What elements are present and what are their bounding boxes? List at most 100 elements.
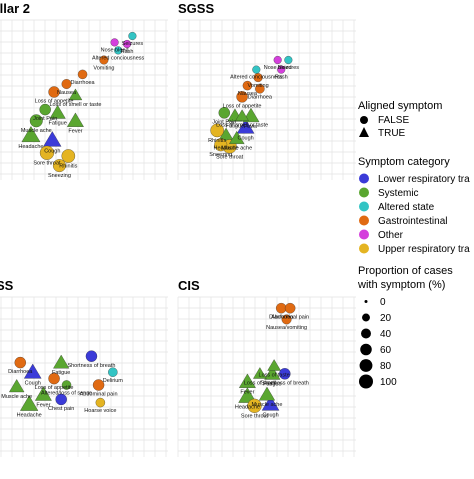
legend-category-label: Gastrointestinal: [378, 216, 447, 227]
point-headache: [21, 126, 41, 142]
legend-aligned-label: TRUE: [378, 128, 406, 139]
point-cough: [23, 363, 42, 379]
point-label: Loss of appetite: [35, 385, 74, 391]
panel-title: illar 2: [0, 1, 30, 16]
legend-aligned-label: FALSE: [378, 115, 409, 126]
point-label: Diarrhoea: [269, 314, 294, 320]
point-label: Fatigue: [48, 120, 66, 126]
point-label: Shortness of breath: [67, 363, 115, 369]
point-diarrhoea: [14, 356, 26, 369]
point-nausea: [61, 79, 72, 89]
point-label: Shortness of breath: [261, 380, 309, 386]
legend-category-label: Altered state: [378, 202, 435, 213]
legend-swatch: [359, 215, 369, 226]
point-diarrhoea: [255, 84, 265, 94]
point-muscle-ache: [9, 379, 25, 393]
point-altered-conciousness: [114, 46, 123, 55]
point-label: Loss of smell or taste: [216, 123, 268, 129]
legend-size-dot: [359, 374, 373, 389]
point-label: Vomiting: [93, 65, 114, 71]
legend-size-label: 80: [380, 361, 392, 372]
point-label: Cough: [238, 135, 254, 141]
point-abdominal-pain: [92, 379, 105, 391]
legend-size-dot: [361, 328, 371, 339]
legend-circle-icon: [360, 116, 368, 124]
point-label: Rash: [121, 49, 134, 55]
point-label: Joint Pain: [33, 116, 57, 122]
legend: Aligned symptom FALSE TRUE Symptom category…: [357, 100, 470, 389]
point-label: Seizures: [122, 41, 144, 47]
point-altered-conciousness: [252, 65, 261, 74]
point-label: Delirium: [103, 378, 124, 384]
legend-size-dot: [364, 300, 368, 303]
point-label: Chest pain: [48, 406, 74, 412]
point-cough: [43, 131, 62, 147]
legend-size-label: 60: [380, 345, 392, 356]
point-muscle-ache: [258, 386, 276, 401]
point-shortness-of-breath: [279, 368, 291, 380]
point-fatigue: [53, 354, 70, 369]
point-fatigue: [49, 104, 66, 119]
point-loss-of-smell-or-taste: [68, 88, 83, 101]
point-label: Muscle ache: [21, 128, 52, 134]
legend-size-label: 20: [380, 313, 392, 324]
point-loss-of-appetite: [236, 91, 248, 103]
point-label: Cough: [44, 149, 60, 155]
point-joint-pain: [218, 107, 230, 119]
point-label: Fever: [68, 129, 82, 135]
point-diarrhoea: [275, 302, 287, 314]
point-label: Seizures: [278, 65, 300, 71]
point-sore-throat: [247, 398, 262, 413]
point-nausea-vomiting: [281, 314, 292, 325]
point-diarrhoea: [77, 69, 88, 80]
point-label: Muscle ache: [252, 402, 283, 408]
point-fever: [66, 112, 84, 127]
point-label: Nose bleed: [101, 47, 129, 53]
point-label: Abdominal pain: [80, 392, 118, 398]
point-label: Headache: [17, 413, 42, 419]
point-muscle-ache: [229, 130, 245, 144]
point-chest-pain: [55, 393, 67, 406]
legend-swatch: [359, 173, 369, 184]
legend-size-dot: [360, 343, 372, 356]
point-nose-bleed: [110, 38, 119, 47]
point-label: Fatigue: [263, 381, 281, 387]
point-label: Headache: [235, 405, 260, 411]
point-label: Sore throat: [33, 161, 61, 167]
point-seizures: [128, 31, 137, 41]
legend-triangle-icon: [359, 127, 369, 137]
point-loss-of-taste: [267, 359, 281, 371]
point-label: Sore throat: [241, 414, 269, 420]
point-label: Headache: [214, 146, 239, 152]
point-abdominal-pain: [284, 302, 296, 314]
legend-size-label: 100: [380, 377, 397, 388]
point-label: Muscle ache: [1, 394, 32, 400]
point-nose-bleed: [273, 55, 282, 65]
point-label: Loss of appetite: [35, 99, 74, 105]
point-label: Headache: [18, 144, 43, 150]
point-fatigue: [264, 365, 281, 380]
point-label: Altered/loss of sense: [41, 391, 92, 397]
point-vomiting: [253, 73, 263, 83]
legend-swatch: [359, 243, 369, 254]
point-loss-of-smell: [253, 367, 267, 379]
legend-swatch: [359, 187, 369, 198]
point-rhinitis: [61, 149, 76, 163]
point-label: Abdominal pain: [271, 314, 309, 320]
point-loss-of-appetite: [48, 372, 60, 385]
point-cough: [236, 118, 255, 134]
point-label: Nausea: [238, 91, 258, 97]
point-delirium: [108, 367, 118, 377]
point-label: Altered conciousness: [92, 55, 145, 61]
point-label: Diarrhoea: [70, 80, 95, 86]
point-label: Muscle ache: [221, 146, 252, 152]
point-label: Diarrhoea: [8, 369, 33, 375]
panel-3: SS Shortness of breath Delirium Fatigue Diar…: [0, 278, 168, 457]
point-label: Loss of smell: [244, 380, 276, 386]
point-label: Sneezing: [48, 173, 71, 179]
legend-swatch: [359, 229, 369, 240]
point-label: Hoarse voice: [84, 408, 116, 414]
point-hoarse-voice: [95, 397, 106, 408]
